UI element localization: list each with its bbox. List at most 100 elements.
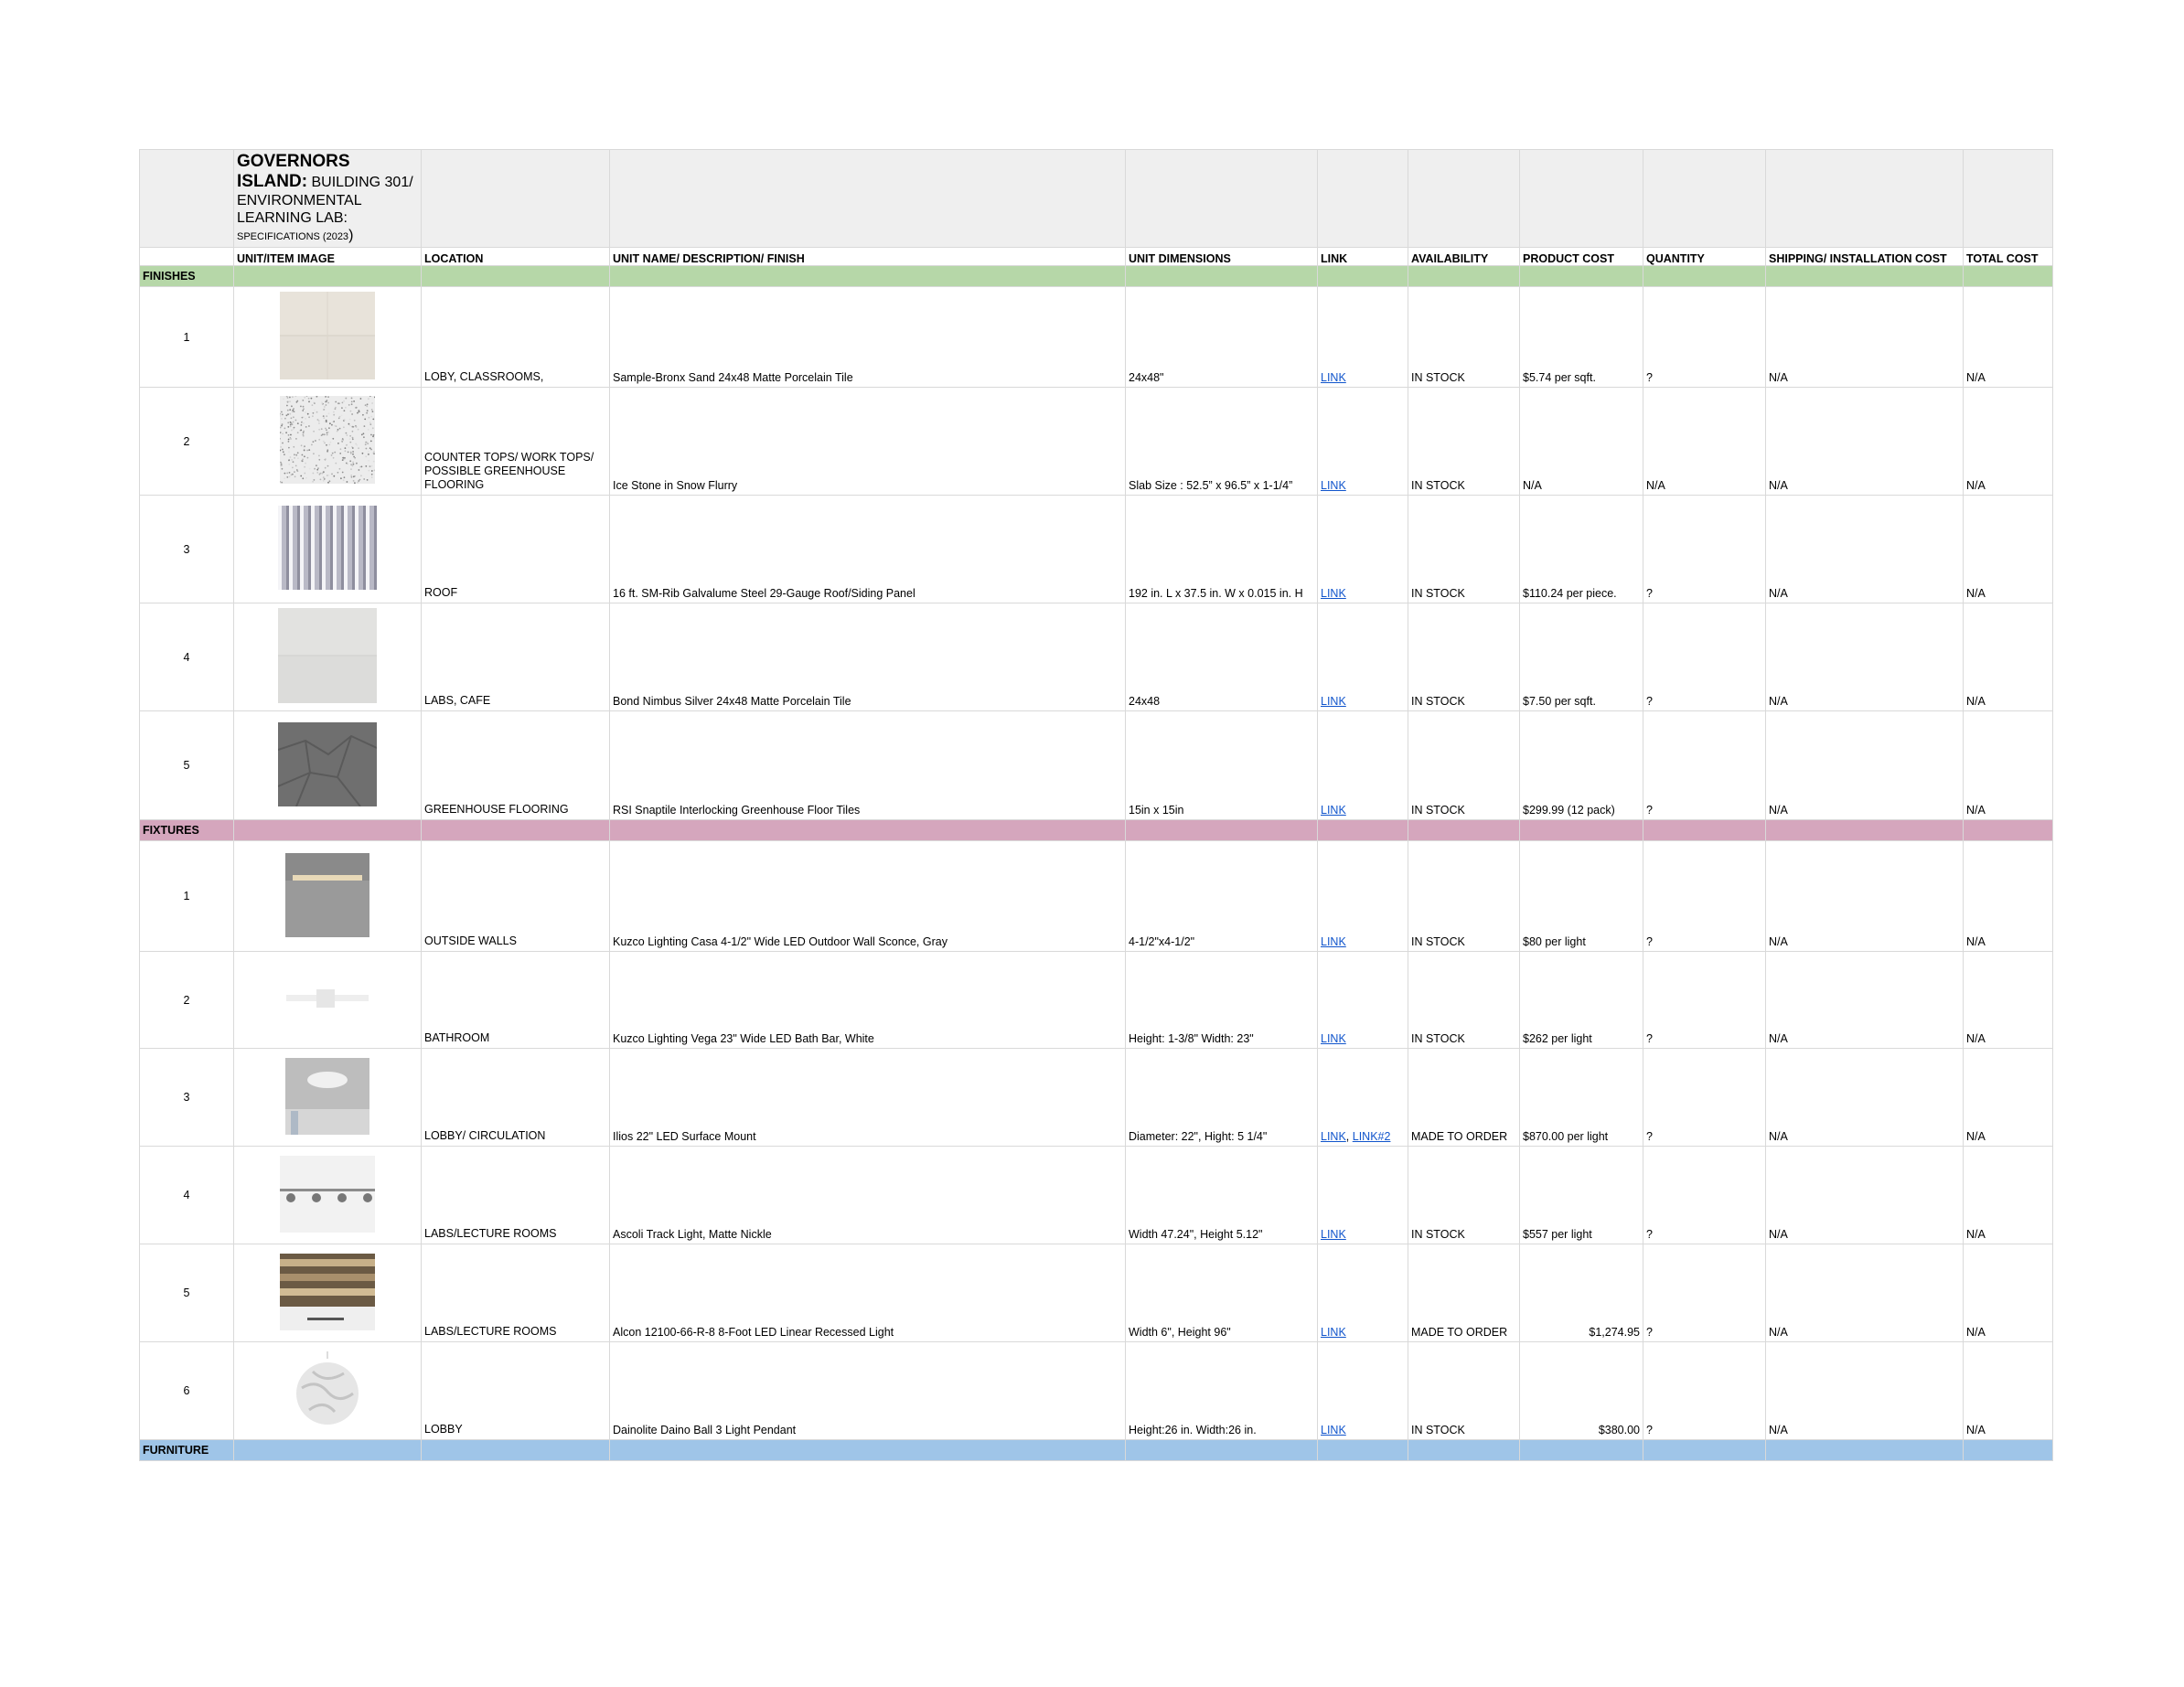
dimensions-cell: 15in x 15in — [1125, 710, 1318, 820]
cost-cell: $110.24 per piece. — [1519, 495, 1643, 603]
table-row: 1 LOBY, CLASSROOMS, Sample-Bronx Sand 24x4… — [139, 286, 2053, 388]
header-dimensions: UNIT DIMENSIONS — [1125, 247, 1318, 266]
link-cell: LINK — [1317, 710, 1408, 820]
row-number: 2 — [139, 951, 234, 1049]
cost-cell: $380.00 — [1519, 1341, 1643, 1440]
product-link[interactable]: LINK — [1321, 371, 1346, 384]
header-cost: PRODUCT COST — [1519, 247, 1643, 266]
product-link[interactable]: LINK — [1321, 804, 1346, 817]
product-link[interactable]: LINK — [1321, 1228, 1346, 1241]
availability-cell: IN STOCK — [1408, 286, 1520, 388]
name-cell: Alcon 12100-66-R-8 8-Foot LED Linear Rec… — [609, 1244, 1126, 1342]
name-cell: 16 ft. SM-Rib Galvalume Steel 29-Gauge R… — [609, 495, 1126, 603]
item-image — [233, 495, 422, 603]
section-label: FIXTURES — [139, 819, 234, 841]
header-total: TOTAL COST — [1963, 247, 2053, 266]
quantity-cell: ? — [1643, 286, 1766, 388]
header-availability: AVAILABILITY — [1408, 247, 1520, 266]
section-label: FURNITURE — [139, 1439, 234, 1461]
total-cell: N/A — [1963, 1048, 2053, 1147]
product-link[interactable]: LINK — [1321, 587, 1346, 600]
cost-cell: $5.74 per sqft. — [1519, 286, 1643, 388]
header-name: UNIT NAME/ DESCRIPTION/ FINISH — [609, 247, 1126, 266]
product-link[interactable]: LINK — [1321, 1326, 1346, 1339]
quantity-cell: ? — [1643, 710, 1766, 820]
title-line-2-rest: BUILDING 301/ — [307, 175, 413, 190]
pendant-photo-image — [289, 1351, 366, 1431]
table-row: 3 LOBBY/ CIRCULATION Ilios 22" LED Surface… — [139, 1048, 2053, 1147]
title-line-4: LEARNING LAB: — [237, 210, 348, 226]
location-cell: OUTSIDE WALLS — [421, 840, 610, 952]
shipping-cell: N/A — [1765, 1146, 1964, 1244]
title-line-2-bold: ISLAND: — [237, 172, 308, 191]
total-cell: N/A — [1963, 603, 2053, 711]
dimensions-cell: 4-1/2"x4-1/2" — [1125, 840, 1318, 952]
shipping-cell: N/A — [1765, 840, 1964, 952]
section-label: FINISHES — [139, 265, 234, 287]
row-number: 4 — [139, 603, 234, 711]
section-finishes: FINISHES — [139, 265, 2053, 287]
availability-cell: IN STOCK — [1408, 1146, 1520, 1244]
title-line-5: SPECIFICATIONS (2023 — [237, 231, 349, 242]
link-cell: LINK — [1317, 1341, 1408, 1440]
dimensions-cell: Diameter: 22", Hight: 5 1/4" — [1125, 1048, 1318, 1147]
section-fixtures: FIXTURES — [139, 819, 2053, 841]
row-number: 4 — [139, 1146, 234, 1244]
availability-cell: IN STOCK — [1408, 495, 1520, 603]
product-link[interactable]: LINK — [1321, 1130, 1346, 1143]
product-link[interactable]: LINK — [1321, 479, 1346, 492]
name-cell: Kuzco Lighting Vega 23" Wide LED Bath Ba… — [609, 951, 1126, 1049]
title-line-5-close: ) — [348, 228, 354, 243]
table-row: 1 OUTSIDE WALLS Kuzco Lighting Casa 4-1/2"… — [139, 840, 2053, 952]
track-light-photo-image — [280, 1155, 375, 1235]
name-cell: Kuzco Lighting Casa 4-1/2" Wide LED Outd… — [609, 840, 1126, 952]
dimensions-cell: Height: 1-3/8" Width: 23" — [1125, 951, 1318, 1049]
quantity-cell: ? — [1643, 1048, 1766, 1147]
quantity-cell: N/A — [1643, 387, 1766, 496]
link-cell: LINK — [1317, 951, 1408, 1049]
silver-tile-swatch-image — [278, 608, 377, 706]
row-number: 3 — [139, 1048, 234, 1147]
product-link[interactable]: LINK — [1321, 935, 1346, 948]
table-row: 4 LABS, CAFE Bond Nimbus Silver 24x48 Matt… — [139, 603, 2053, 711]
product-link[interactable]: LINK — [1321, 1032, 1346, 1045]
quantity-cell: ? — [1643, 603, 1766, 711]
cost-cell: $7.50 per sqft. — [1519, 603, 1643, 711]
shipping-cell: N/A — [1765, 710, 1964, 820]
availability-cell: IN STOCK — [1408, 387, 1520, 496]
header-row: UNIT/ITEM IMAGE LOCATION UNIT NAME/ DESC… — [139, 247, 2053, 266]
terrazzo-swatch-image — [279, 395, 376, 486]
link-cell: LINK — [1317, 1244, 1408, 1342]
item-image — [233, 1146, 422, 1244]
total-cell: N/A — [1963, 387, 2053, 496]
item-image — [233, 951, 422, 1049]
quantity-cell: ? — [1643, 1341, 1766, 1440]
product-link[interactable]: LINK — [1321, 695, 1346, 708]
item-image — [233, 603, 422, 711]
product-link-2[interactable]: LINK#2 — [1352, 1130, 1391, 1143]
product-link[interactable]: LINK — [1321, 1424, 1346, 1436]
location-cell: BATHROOM — [421, 951, 610, 1049]
item-image — [233, 286, 422, 388]
sand-tile-swatch-image — [280, 292, 375, 382]
name-cell: RSI Snaptile Interlocking Greenhouse Flo… — [609, 710, 1126, 820]
cost-cell: N/A — [1519, 387, 1643, 496]
header-quantity: QUANTITY — [1643, 247, 1766, 266]
item-image — [233, 1048, 422, 1147]
availability-cell: IN STOCK — [1408, 840, 1520, 952]
row-number: 5 — [139, 1244, 234, 1342]
total-cell: N/A — [1963, 951, 2053, 1049]
total-cell: N/A — [1963, 495, 2053, 603]
shipping-cell: N/A — [1765, 495, 1964, 603]
link-cell: LINK — [1317, 495, 1408, 603]
location-cell: LOBY, CLASSROOMS, — [421, 286, 610, 388]
linear-recessed-photo-image — [280, 1253, 375, 1333]
section-furniture: FURNITURE — [139, 1439, 2053, 1461]
shipping-cell: N/A — [1765, 387, 1964, 496]
item-image — [233, 710, 422, 820]
table-row: 3 ROOF 16 ft. SM-Rib Galvalume Steel 29-Ga… — [139, 495, 2053, 603]
total-cell: N/A — [1963, 710, 2053, 820]
shipping-cell: N/A — [1765, 1244, 1964, 1342]
name-cell: Ascoli Track Light, Matte Nickle — [609, 1146, 1126, 1244]
link-cell: LINK — [1317, 286, 1408, 388]
